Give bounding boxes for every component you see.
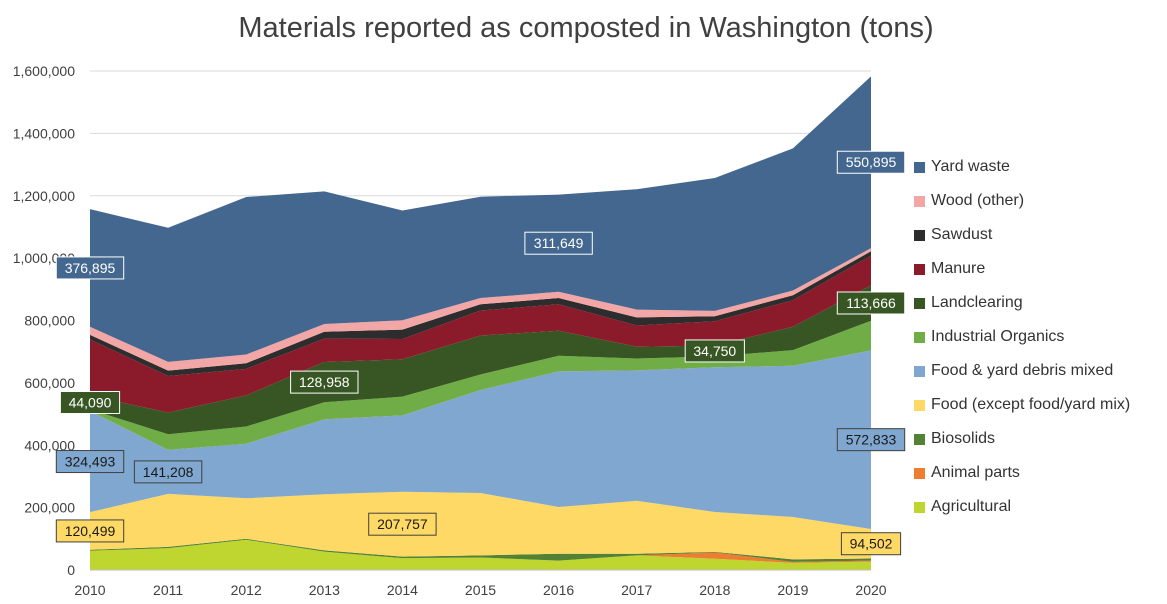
- data-label: 324,493: [65, 454, 116, 470]
- y-tick-label: 1,200,000: [13, 188, 75, 204]
- data-label: 376,895: [65, 260, 116, 276]
- y-tick-label: 200,000: [24, 500, 75, 516]
- area-series-wood-other: [90, 248, 871, 371]
- x-tick-label: 2011: [153, 582, 183, 598]
- legend-item: Industrial Organics: [914, 320, 1164, 354]
- x-tick-label: 2013: [309, 582, 340, 598]
- data-label: 572,833: [846, 432, 897, 448]
- legend-item: Wood (other): [914, 184, 1164, 218]
- area-series-food-except-food-yard-mix: [90, 491, 871, 560]
- x-tick-label: 2017: [621, 582, 652, 598]
- legend-item: Animal parts: [914, 456, 1164, 490]
- legend-swatch: [914, 229, 925, 241]
- legend-swatch: [914, 195, 925, 207]
- x-tick-label: 2020: [855, 582, 886, 598]
- area-series-manure: [90, 255, 871, 413]
- y-tick-label: 800,000: [24, 313, 75, 329]
- data-label: 141,208: [143, 464, 194, 480]
- data-label-box: [133, 460, 203, 484]
- y-tick-label: 1,400,000: [13, 125, 75, 141]
- legend-item: Food (except food/yard mix): [914, 388, 1164, 422]
- x-tick-label: 2016: [543, 582, 574, 598]
- legend-swatch: [914, 467, 925, 479]
- data-label: 120,499: [65, 523, 116, 539]
- y-tick-label: 400,000: [24, 437, 75, 453]
- legend-swatch: [914, 331, 925, 343]
- data-label: 113,666: [846, 295, 896, 311]
- legend-swatch: [914, 365, 925, 377]
- x-tick-label: 2018: [699, 582, 730, 598]
- legend-item: Biosolids: [914, 422, 1164, 456]
- legend-label: Food (except food/yard mix): [931, 396, 1131, 413]
- legend-swatch: [914, 399, 925, 411]
- data-label: 311,649: [534, 235, 584, 251]
- data-label-box: [55, 450, 125, 474]
- legend-label: Agricultural: [931, 498, 1012, 515]
- area-series-landclearing: [90, 285, 871, 435]
- data-label: 44,090: [69, 395, 112, 411]
- legend-item: Food & yard debris mixed: [914, 354, 1164, 388]
- data-label: 34,750: [693, 343, 736, 359]
- x-tick-label: 2019: [777, 582, 808, 598]
- legend: Yard waste Wood (other) Sawdust Manure Landc…: [914, 150, 1164, 524]
- area-series-agricultural: [90, 539, 871, 570]
- x-tick-label: 2014: [387, 582, 418, 598]
- y-tick-label: 1,600,000: [13, 63, 75, 79]
- y-tick-label: 600,000: [24, 375, 75, 391]
- data-label-box: [684, 339, 745, 363]
- x-tick-label: 2012: [231, 582, 262, 598]
- y-tick-label: 0: [67, 562, 75, 578]
- legend-label: Biosolids: [931, 430, 996, 447]
- legend-item: Sawdust: [914, 218, 1164, 252]
- legend-label: Landclearing: [931, 294, 1023, 311]
- legend-item: Agricultural: [914, 490, 1164, 524]
- legend-swatch: [914, 501, 925, 513]
- data-label-box: [55, 256, 125, 280]
- legend-swatch: [914, 263, 925, 275]
- legend-swatch: [914, 297, 925, 309]
- legend-label: Sawdust: [931, 226, 993, 243]
- legend-label: Industrial Organics: [931, 328, 1065, 345]
- data-label-box: [836, 150, 906, 174]
- data-label: 94,502: [850, 536, 893, 552]
- legend-label: Yard waste: [931, 158, 1010, 175]
- legend-label: Wood (other): [931, 192, 1025, 209]
- area-series-food-yard-debris-mixed: [90, 350, 871, 529]
- data-label-box: [59, 391, 121, 415]
- data-label-box: [290, 370, 359, 394]
- data-label-box: [368, 512, 437, 536]
- data-label-box: [840, 532, 902, 556]
- area-series-biosolids: [90, 538, 871, 562]
- data-label: 550,895: [846, 154, 897, 170]
- x-tick-label: 2010: [74, 582, 105, 598]
- area-series-industrial-organics: [90, 320, 871, 450]
- data-label-box: [836, 291, 906, 315]
- data-label: 207,757: [377, 516, 428, 532]
- legend-item: Yard waste: [914, 150, 1164, 184]
- data-label-box: [55, 519, 125, 543]
- legend-label: Animal parts: [931, 464, 1020, 481]
- data-label-box: [836, 428, 906, 452]
- x-tick-label: 2015: [465, 582, 496, 598]
- area-series-yard-waste: [90, 76, 871, 362]
- legend-swatch: [914, 433, 925, 445]
- chart-title: Materials reported as composted in Washi…: [238, 12, 934, 44]
- legend-item: Landclearing: [914, 286, 1164, 320]
- legend-swatch: [914, 161, 925, 173]
- legend-label: Manure: [931, 260, 986, 277]
- data-label-box: [524, 231, 593, 255]
- legend-label: Food & yard debris mixed: [931, 362, 1114, 379]
- legend-item: Manure: [914, 252, 1164, 286]
- data-label: 128,958: [299, 374, 350, 390]
